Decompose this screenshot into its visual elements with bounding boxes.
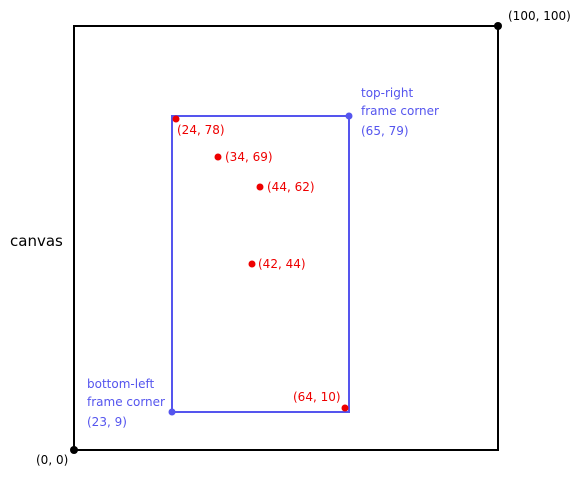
svg-text:frame corner: frame corner (87, 395, 165, 409)
svg-text:(65, 79): (65, 79) (361, 124, 409, 138)
top-right-corner-label: (100, 100) (508, 9, 571, 23)
svg-text:(44, 62): (44, 62) (267, 180, 315, 194)
svg-text:(24, 78): (24, 78) (177, 123, 225, 137)
frame-top-right-label: top-right frame corner (65, 79) (361, 86, 439, 138)
frame-bottom-left-label: bottom-left frame corner (23, 9) (87, 377, 165, 429)
canvas-border (73, 25, 499, 451)
point-24-78: (24, 78) (172, 115, 225, 137)
svg-text:frame corner: frame corner (361, 104, 439, 118)
svg-text:(34, 69): (34, 69) (225, 150, 273, 164)
svg-text:(42, 44): (42, 44) (258, 257, 306, 271)
point-64-10: (64, 10) (293, 390, 349, 412)
canvas-origin-dot (70, 446, 78, 454)
frame-top-right-dot (345, 112, 353, 120)
svg-text:(64, 10): (64, 10) (293, 390, 341, 404)
svg-text:(23, 9): (23, 9) (87, 415, 127, 429)
point-34-69: (34, 69) (214, 150, 273, 164)
point-42-44: (42, 44) (248, 257, 306, 271)
svg-text:top-right: top-right (361, 86, 413, 100)
frame-rectangle (171, 115, 350, 413)
canvas-label: canvas (10, 232, 63, 250)
origin-label: (0, 0) (36, 453, 68, 467)
svg-text:bottom-left: bottom-left (87, 377, 154, 391)
canvas-top-right-dot (494, 22, 502, 30)
point-44-62: (44, 62) (256, 180, 315, 194)
frame-bottom-left-dot (168, 408, 176, 416)
